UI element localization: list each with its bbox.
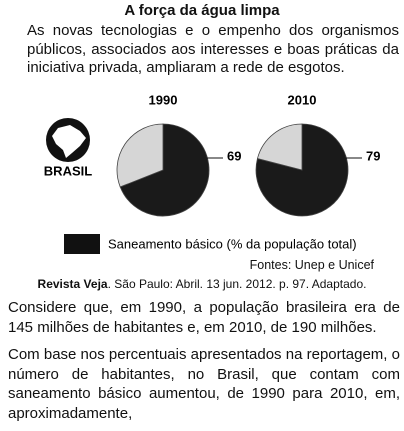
country-map <box>52 125 86 158</box>
pie-title: 1990 <box>149 92 178 107</box>
intro: As novas tecnologias e o empenho dos org… <box>27 22 399 76</box>
citation: Revista Veja. São Paulo: Abril. 13 jun. … <box>0 277 404 291</box>
pie-slice <box>119 123 210 217</box>
value-label: 79 <box>366 148 380 163</box>
sources: Fontes: Unep e Unicef <box>249 258 374 272</box>
legend-label: Saneamento básico (% da população total) <box>108 236 357 251</box>
country-label: BRASIL <box>44 163 92 178</box>
question-paragraph: Com base nos percentuais apresentados na… <box>8 346 400 422</box>
pie-slice <box>116 123 164 188</box>
pie-slice <box>256 123 303 171</box>
pie-title: 2010 <box>288 92 317 107</box>
citation-source: Revista Veja <box>37 277 108 291</box>
citation-details: . São Paulo: Abril. 13 jun. 2012. p. 97.… <box>107 277 367 291</box>
legend-swatch <box>64 234 100 254</box>
title: A força da água limpa <box>124 2 280 19</box>
value-label: 69 <box>227 148 241 163</box>
question-paragraph: Considere que, em 1990, a população bras… <box>8 299 400 336</box>
